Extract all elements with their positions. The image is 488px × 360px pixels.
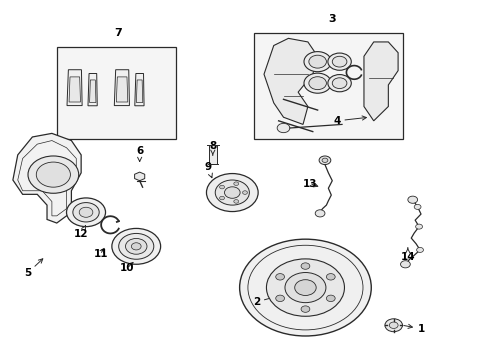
Circle shape [319,156,330,165]
Circle shape [28,156,79,193]
Circle shape [388,322,397,328]
Circle shape [239,239,370,336]
Circle shape [233,182,238,185]
Text: 7: 7 [114,28,122,39]
Text: 9: 9 [204,162,212,178]
Circle shape [112,228,160,264]
Circle shape [308,77,326,90]
Circle shape [79,207,93,217]
Circle shape [304,51,330,72]
Circle shape [224,187,240,198]
Circle shape [327,53,350,70]
Circle shape [219,196,224,200]
Polygon shape [135,73,144,106]
Circle shape [215,180,249,205]
Circle shape [125,238,147,254]
Text: 14: 14 [400,248,414,262]
Text: 6: 6 [136,146,143,161]
Circle shape [413,204,420,210]
Circle shape [331,78,346,89]
Polygon shape [264,39,317,125]
Circle shape [242,191,247,194]
Circle shape [407,196,417,203]
Circle shape [275,274,284,280]
Bar [208,145,216,164]
Circle shape [294,280,316,296]
Polygon shape [136,80,142,103]
Polygon shape [212,178,223,185]
Text: 3: 3 [328,14,335,24]
Text: 1: 1 [403,324,424,334]
Text: 5: 5 [24,259,42,278]
Circle shape [119,233,154,259]
Circle shape [233,200,238,203]
Circle shape [131,243,141,250]
Bar [57,47,176,139]
Circle shape [36,162,70,187]
Polygon shape [89,80,96,103]
Polygon shape [116,77,127,102]
Circle shape [301,263,309,269]
Text: 11: 11 [93,248,108,258]
Polygon shape [88,73,97,106]
Text: 2: 2 [253,296,273,307]
Circle shape [66,198,105,226]
Polygon shape [363,42,397,121]
Text: 12: 12 [74,226,88,239]
Circle shape [400,261,409,268]
Circle shape [266,259,344,316]
Text: 4: 4 [333,116,366,126]
Polygon shape [69,77,81,102]
Text: 13: 13 [303,179,317,189]
Circle shape [325,295,334,302]
Text: 10: 10 [120,262,135,273]
Circle shape [315,210,325,217]
Polygon shape [13,134,81,223]
Circle shape [325,274,334,280]
Polygon shape [134,172,144,181]
Polygon shape [67,70,82,105]
Polygon shape [114,70,129,105]
Circle shape [327,75,350,92]
Circle shape [73,203,99,222]
Circle shape [219,185,224,189]
Bar [254,33,402,139]
Circle shape [285,273,325,303]
Text: 8: 8 [209,141,216,155]
Circle shape [301,306,309,312]
Circle shape [331,56,346,67]
Circle shape [308,55,326,68]
Circle shape [384,319,402,332]
Circle shape [277,123,289,133]
Circle shape [275,295,284,302]
Circle shape [415,224,422,229]
Circle shape [322,158,327,162]
Circle shape [206,174,258,212]
Circle shape [304,73,330,93]
Circle shape [416,247,423,252]
